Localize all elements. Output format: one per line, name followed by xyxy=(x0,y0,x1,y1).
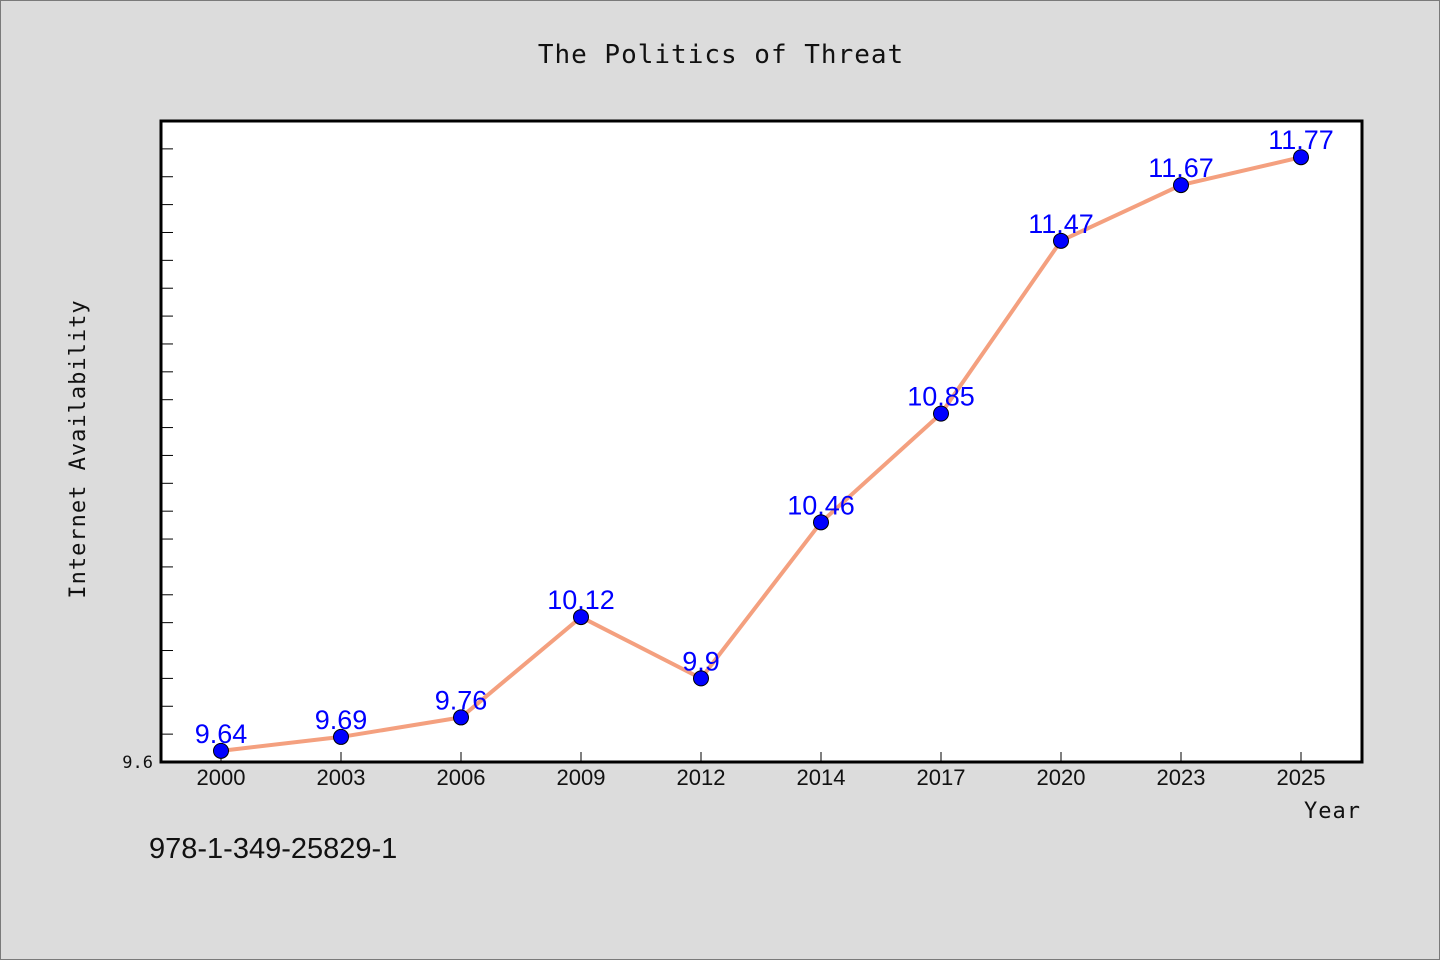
data-point xyxy=(333,728,349,745)
x-tick-label: 2023 xyxy=(1157,765,1206,790)
x-tick-label: 2020 xyxy=(1037,765,1086,790)
y-tick-label: 9.6 xyxy=(122,753,153,773)
data-label: 10.12 xyxy=(547,585,615,615)
data-point xyxy=(693,670,709,687)
x-tick-label: 2003 xyxy=(317,765,366,790)
data-point xyxy=(813,514,829,531)
data-label: 11.77 xyxy=(1268,125,1334,155)
x-tick-label: 2012 xyxy=(677,765,726,790)
data-point xyxy=(1053,232,1069,249)
x-tick-label: 2025 xyxy=(1277,765,1326,790)
series-layer: 9.64 9.69 9.76 10.12 9.9 10.46 10.85 11.47 11.67… xyxy=(195,125,1334,759)
data-label: 10.85 xyxy=(907,382,975,412)
x-tick-label: 2006 xyxy=(437,765,486,790)
x-tick-label: 2009 xyxy=(557,765,606,790)
data-label: 9.64 xyxy=(195,719,248,749)
data-point xyxy=(1173,177,1189,194)
plot-area xyxy=(159,119,1364,764)
x-axis-title: Year xyxy=(1304,799,1361,824)
y-axis-title: Internet Availability xyxy=(66,299,91,598)
data-label: 9.76 xyxy=(435,685,488,715)
series-line xyxy=(219,155,1303,753)
data-point xyxy=(453,709,469,726)
chart-title: The Politics of Threat xyxy=(538,40,904,70)
data-point xyxy=(933,405,949,422)
isbn-code: 978-1-349-25829-1 xyxy=(149,833,398,865)
x-tick-label: 2014 xyxy=(797,765,846,790)
data-label: 9.69 xyxy=(315,705,368,735)
data-point xyxy=(573,609,589,626)
y-axis: 9.6 xyxy=(122,148,173,773)
data-label: 9.9 xyxy=(682,646,720,676)
x-axis: 2000 2003 2006 2009 2012 2014 2017 2020 2023 2025 xyxy=(197,752,1326,790)
data-label: 11.67 xyxy=(1148,153,1214,183)
data-label: 11.47 xyxy=(1028,209,1094,239)
x-tick-label: 2000 xyxy=(197,765,246,790)
data-point xyxy=(213,742,229,759)
data-point xyxy=(1293,149,1309,166)
x-tick-label: 2017 xyxy=(917,765,966,790)
data-label: 10.46 xyxy=(787,490,855,520)
